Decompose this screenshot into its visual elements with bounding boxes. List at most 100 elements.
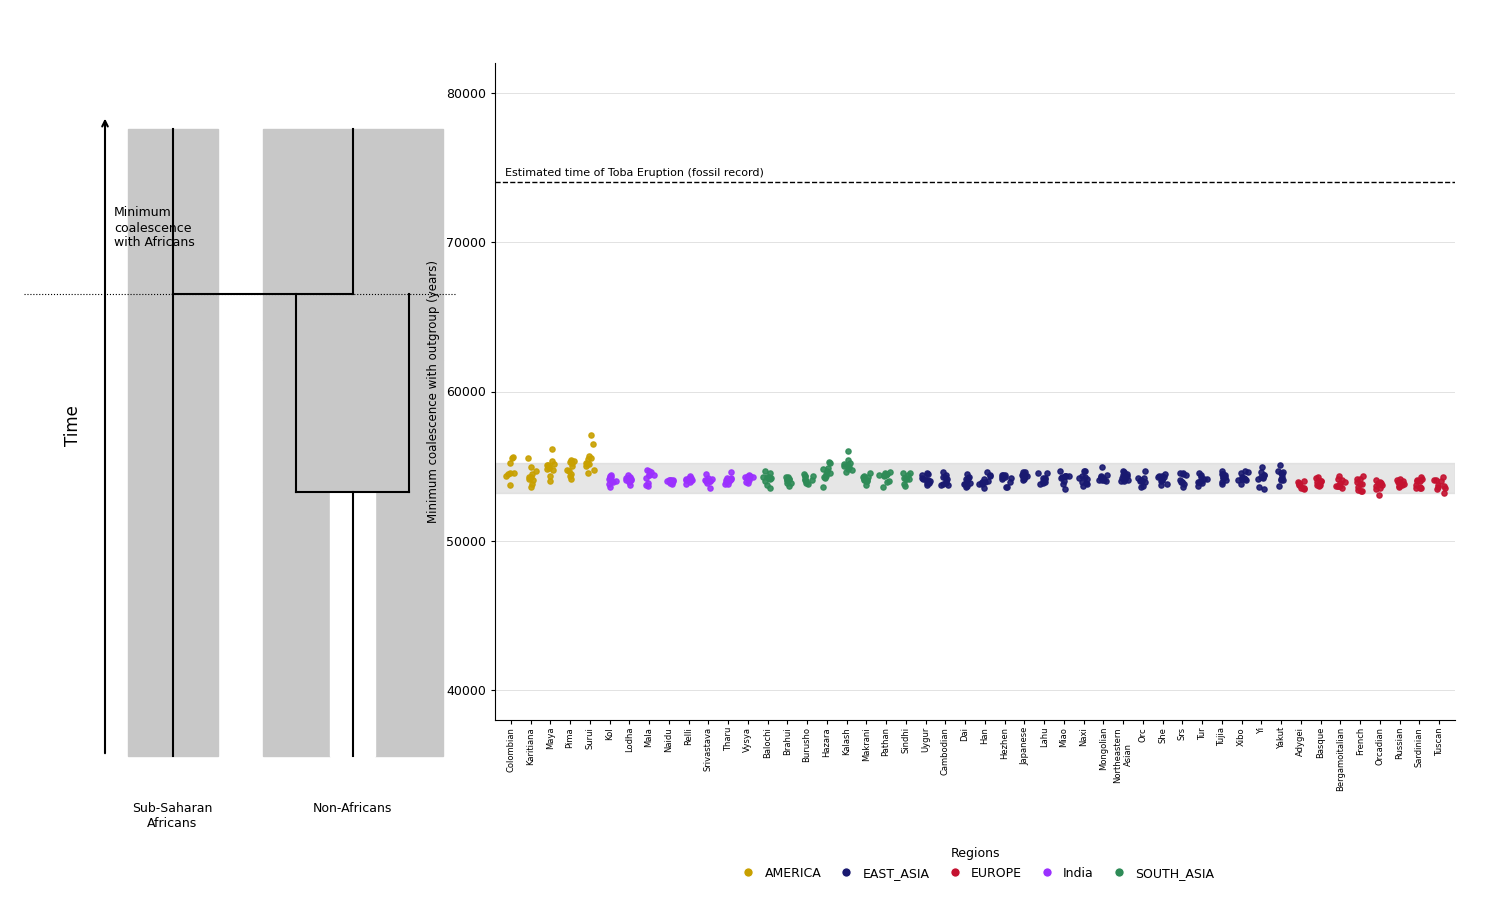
- Point: [1130, 480, 1154, 494]
- Point: [736, 475, 760, 490]
- Point: [896, 468, 920, 482]
- Point: [753, 473, 777, 488]
- Point: [1408, 482, 1432, 496]
- Point: [916, 467, 940, 482]
- Point: [801, 469, 825, 483]
- Point: [1032, 471, 1056, 485]
- Point: [1089, 472, 1113, 487]
- Point: [1052, 474, 1076, 489]
- Point: [560, 472, 584, 486]
- Point: [1190, 470, 1214, 484]
- Point: [1053, 469, 1077, 483]
- Point: [1270, 467, 1294, 482]
- Point: [634, 463, 658, 477]
- Point: [1365, 479, 1389, 493]
- Point: [975, 464, 999, 479]
- Point: [1250, 470, 1274, 484]
- Point: [816, 461, 840, 475]
- Point: [952, 477, 976, 491]
- Point: [915, 466, 939, 481]
- Point: [598, 480, 622, 494]
- Point: [990, 472, 1014, 486]
- Point: [1196, 472, 1219, 486]
- Point: [1388, 472, 1411, 486]
- Point: [892, 471, 916, 485]
- Point: [910, 472, 934, 486]
- Point: [714, 471, 738, 485]
- Point: [714, 472, 738, 487]
- Point: [815, 464, 839, 479]
- Point: [915, 475, 939, 490]
- Point: [538, 474, 562, 489]
- Point: [867, 468, 891, 482]
- Point: [776, 470, 800, 484]
- Point: [638, 468, 662, 482]
- Point: [840, 463, 864, 477]
- Point: [934, 476, 958, 491]
- Point: [873, 467, 897, 482]
- Point: [1173, 468, 1197, 482]
- Point: [1350, 469, 1374, 483]
- Point: [501, 450, 525, 464]
- Point: [1388, 479, 1411, 493]
- Point: [792, 467, 816, 482]
- Point: [718, 472, 742, 487]
- Point: [534, 458, 558, 473]
- Point: [1304, 471, 1328, 485]
- Point: [693, 472, 717, 487]
- Point: [1308, 478, 1332, 492]
- Point: [1287, 478, 1311, 492]
- Point: [1190, 467, 1214, 482]
- Point: [897, 472, 921, 486]
- Point: [1384, 473, 1408, 488]
- Point: [516, 451, 540, 465]
- Point: [498, 466, 522, 481]
- Point: [1072, 464, 1096, 478]
- Point: [1364, 482, 1388, 497]
- Point: [658, 472, 682, 487]
- Point: [970, 475, 994, 490]
- Point: [1013, 470, 1036, 484]
- Point: [1404, 478, 1428, 492]
- Point: [1074, 476, 1098, 491]
- Point: [966, 476, 990, 491]
- Point: [634, 477, 658, 491]
- Point: [1112, 464, 1136, 478]
- Point: [582, 463, 606, 477]
- Point: [776, 473, 800, 488]
- Point: [936, 477, 960, 491]
- Point: [698, 481, 721, 495]
- Point: [1026, 465, 1050, 480]
- Point: [1348, 472, 1372, 486]
- Point: [519, 480, 543, 494]
- Point: [1410, 470, 1434, 484]
- Point: [759, 471, 783, 485]
- Point: [1011, 472, 1035, 486]
- Point: [1329, 473, 1353, 488]
- Point: [1113, 474, 1137, 489]
- Point: [1269, 472, 1293, 486]
- Point: [878, 465, 902, 480]
- Point: [540, 441, 564, 455]
- Point: [600, 475, 624, 490]
- Point: [934, 474, 958, 489]
- Point: [1431, 479, 1455, 493]
- Point: [795, 473, 819, 488]
- Point: [836, 462, 860, 476]
- Point: [1112, 467, 1136, 482]
- Point: [654, 474, 678, 489]
- Point: [1076, 477, 1100, 491]
- Point: [794, 469, 818, 483]
- Point: [774, 470, 798, 484]
- Point: [1034, 474, 1058, 489]
- Point: [741, 470, 765, 484]
- Text: Estimated time of Toba Eruption (fossil record): Estimated time of Toba Eruption (fossil …: [504, 168, 764, 178]
- Point: [536, 462, 560, 476]
- Point: [657, 476, 681, 491]
- Point: [1192, 472, 1216, 486]
- Point: [736, 471, 760, 485]
- Point: [1290, 481, 1314, 495]
- Point: [618, 472, 642, 487]
- Point: [1088, 473, 1112, 488]
- Point: [915, 478, 939, 492]
